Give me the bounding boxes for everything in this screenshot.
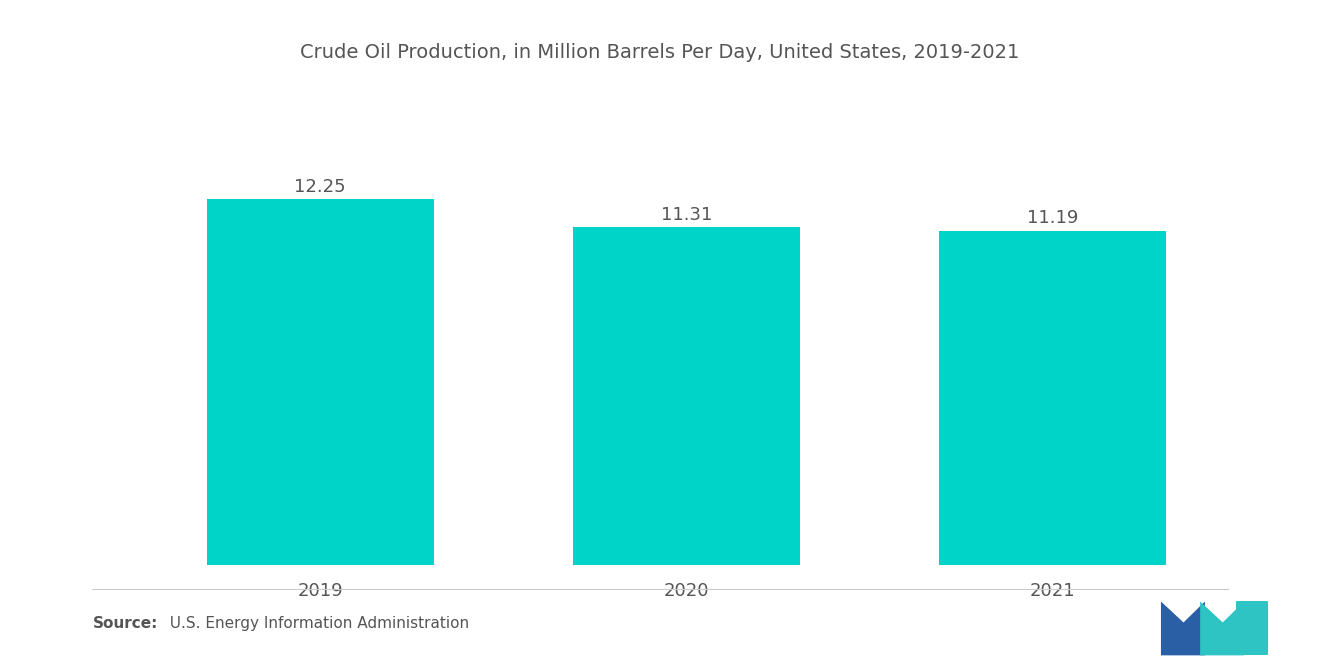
Bar — [573, 227, 800, 565]
Polygon shape — [1162, 601, 1205, 656]
Text: 11.31: 11.31 — [661, 205, 711, 223]
Text: Crude Oil Production, in Million Barrels Per Day, United States, 2019-2021: Crude Oil Production, in Million Barrels… — [301, 43, 1019, 63]
Bar — [207, 200, 434, 565]
Text: 11.19: 11.19 — [1027, 209, 1078, 227]
Text: 12.25: 12.25 — [294, 178, 346, 196]
Bar — [939, 231, 1166, 565]
Text: U.S. Energy Information Administration: U.S. Energy Information Administration — [160, 616, 469, 632]
Polygon shape — [1200, 601, 1243, 656]
Text: Source:: Source: — [92, 616, 158, 632]
Polygon shape — [1236, 601, 1267, 656]
